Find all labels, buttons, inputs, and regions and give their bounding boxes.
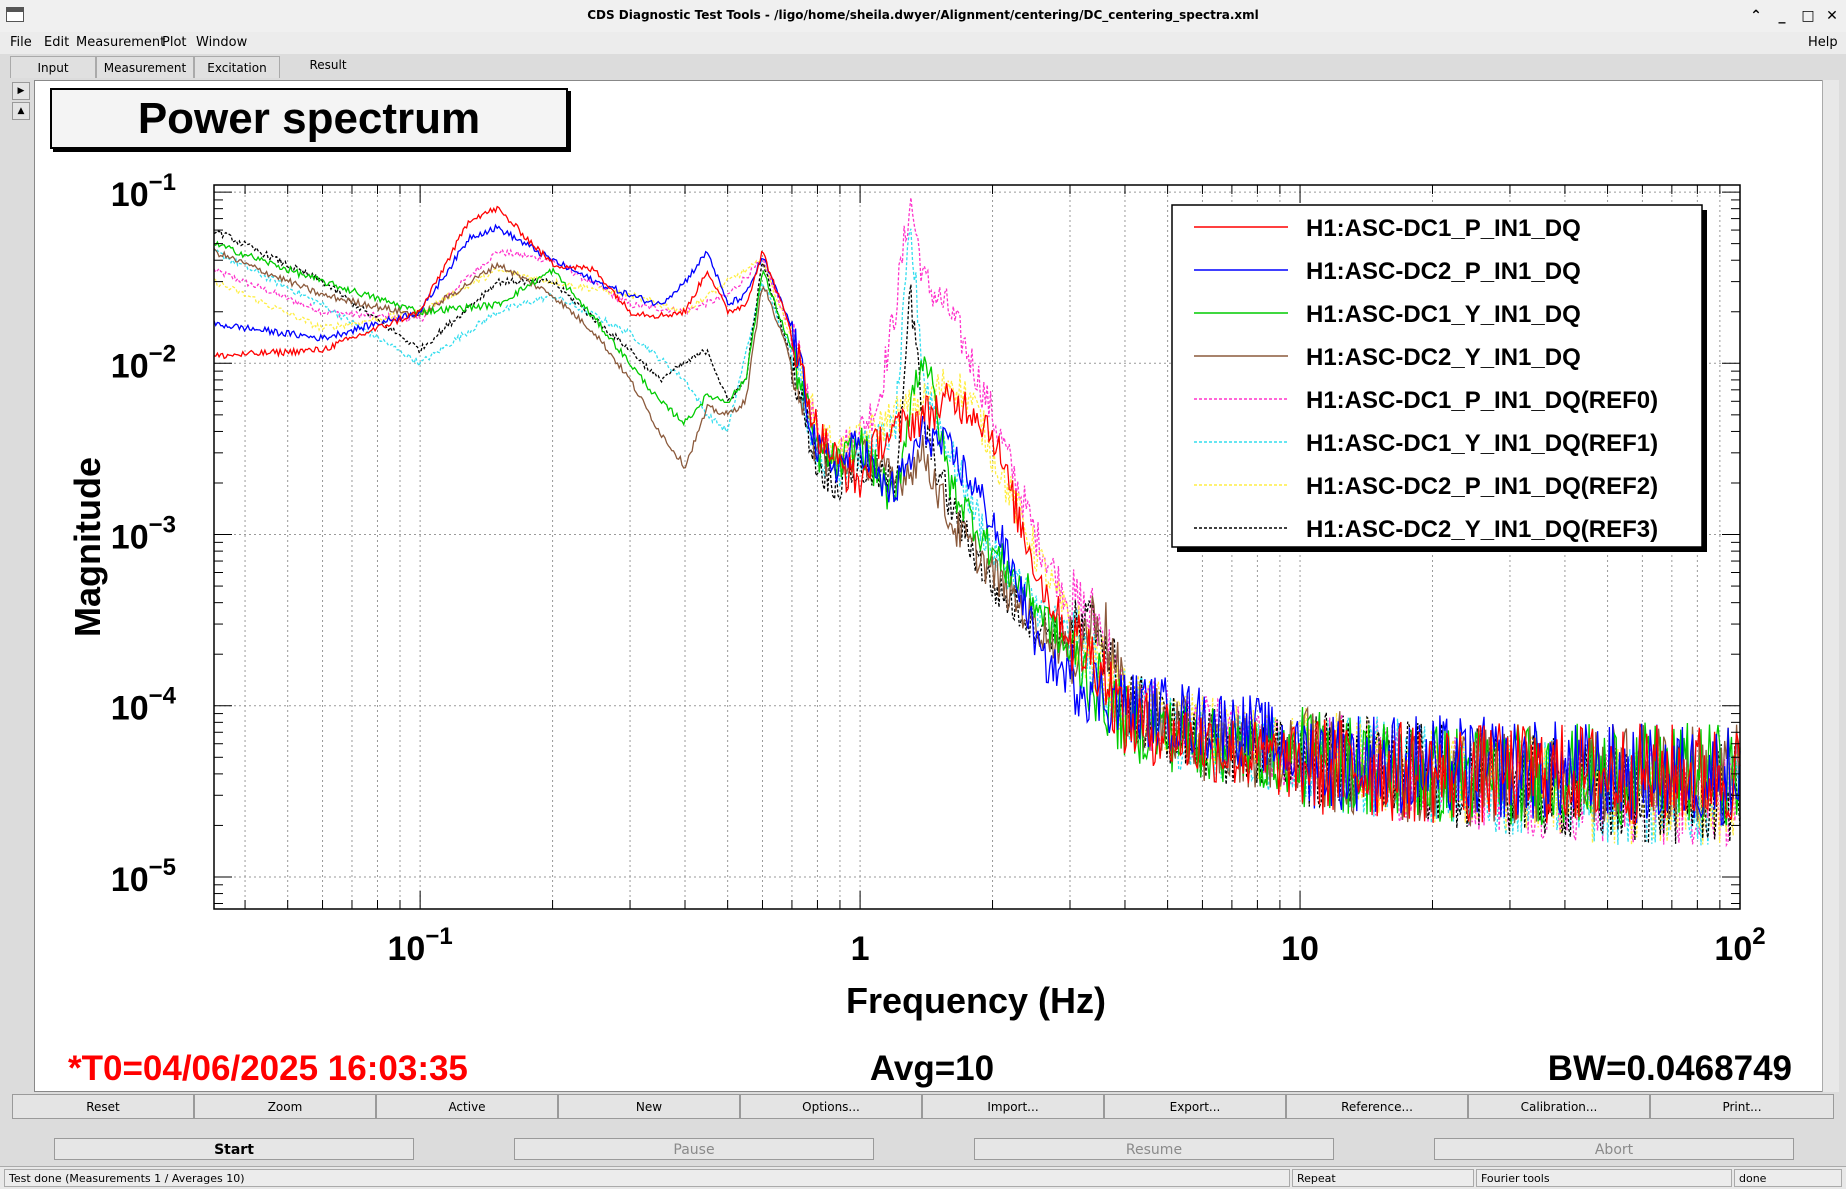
close-button[interactable]: ✕ — [1826, 8, 1838, 24]
menu-bar: File Edit Measurement Plot Window Help — [0, 32, 1846, 54]
menu-edit[interactable]: Edit — [44, 35, 70, 50]
status-message: Test done (Measurements 1 / Averages 10) — [4, 1169, 1290, 1187]
y-tick-label: 10−2 — [111, 340, 176, 385]
x-tick-label: 102 — [1714, 923, 1765, 968]
tab-measurement[interactable]: Measurement — [96, 56, 194, 78]
t0-timestamp: *T0=04/06/2025 16:03:35 — [68, 1049, 468, 1088]
shade-button[interactable]: ⌃ — [1750, 8, 1762, 24]
abort-button[interactable]: Abort — [1434, 1138, 1794, 1160]
series-line-4 — [213, 248, 1741, 828]
series-line-7 — [213, 259, 1741, 845]
tab-excitation[interactable]: Excitation — [194, 56, 280, 78]
active-button[interactable]: Active — [376, 1094, 558, 1119]
bandwidth-readout: BW=0.0468749 — [1548, 1049, 1792, 1088]
y-axis-label: Magnitude — [67, 457, 108, 637]
legend-label: H1:ASC-DC2_P_IN1_DQ(REF2) — [1306, 473, 1658, 500]
y-tick-label: 10−3 — [111, 512, 176, 557]
series-line-8 — [213, 229, 1741, 844]
y-tick-label: 10−1 — [111, 169, 176, 214]
maximize-button[interactable]: □ — [1801, 8, 1815, 24]
legend-label: H1:ASC-DC2_P_IN1_DQ — [1306, 258, 1581, 285]
plot-title: Power spectrum — [50, 88, 568, 149]
legend-label: H1:ASC-DC1_P_IN1_DQ — [1306, 215, 1581, 242]
menu-window[interactable]: Window — [196, 35, 248, 50]
reference-button[interactable]: Reference... — [1286, 1094, 1468, 1119]
tab-input[interactable]: Input — [10, 56, 96, 78]
app-icon — [6, 7, 24, 22]
x-tick-label: 1 — [851, 930, 870, 968]
legend-label: H1:ASC-DC2_Y_IN1_DQ(REF3) — [1306, 516, 1658, 543]
legend-label: H1:ASC-DC1_Y_IN1_DQ(REF1) — [1306, 430, 1658, 457]
legend-box — [1171, 204, 1703, 548]
legend-label: H1:ASC-DC2_Y_IN1_DQ — [1306, 344, 1581, 371]
plot-frame — [213, 184, 1741, 910]
options-button[interactable]: Options... — [740, 1094, 922, 1119]
status-repeat: Repeat — [1292, 1169, 1474, 1187]
pad-scroll-controls: ▶ ▲ — [12, 82, 30, 122]
plot-toolbar: Reset Zoom Active New Options... Import.… — [12, 1094, 1834, 1119]
status-bar: Test done (Measurements 1 / Averages 10)… — [0, 1166, 1846, 1189]
legend-label: H1:ASC-DC1_Y_IN1_DQ — [1306, 301, 1581, 328]
x-tick-label: 10 — [1281, 930, 1319, 968]
start-button[interactable]: Start — [54, 1138, 414, 1160]
menu-measurement[interactable]: Measurement — [76, 35, 166, 50]
minimize-button[interactable]: _ — [1778, 8, 1786, 24]
measurement-controls: Start Pause Resume Abort — [0, 1130, 1846, 1170]
window-title: CDS Diagnostic Test Tools - /ligo/home/s… — [587, 8, 1259, 22]
resume-button[interactable]: Resume — [974, 1138, 1334, 1160]
zoom-button[interactable]: Zoom — [194, 1094, 376, 1119]
vertical-scrollbar[interactable] — [1822, 80, 1839, 1092]
legend-label: H1:ASC-DC1_P_IN1_DQ(REF0) — [1306, 387, 1658, 414]
import-button[interactable]: Import... — [922, 1094, 1104, 1119]
x-axis-label: Frequency (Hz) — [846, 980, 1106, 1021]
scroll-right-button[interactable]: ▶ — [12, 82, 30, 100]
menu-plot[interactable]: Plot — [162, 35, 187, 50]
pause-button[interactable]: Pause — [514, 1138, 874, 1160]
menu-file[interactable]: File — [10, 35, 32, 50]
print-button[interactable]: Print... — [1650, 1094, 1834, 1119]
status-state: done — [1734, 1169, 1842, 1187]
x-tick-label: 10−1 — [388, 923, 453, 968]
menu-help[interactable]: Help — [1808, 35, 1838, 50]
export-button[interactable]: Export... — [1104, 1094, 1286, 1119]
new-button[interactable]: New — [558, 1094, 740, 1119]
series-line-5 — [213, 197, 1741, 848]
tab-result[interactable]: Result — [280, 54, 376, 76]
y-tick-label: 10−4 — [111, 683, 177, 728]
y-tick-label: 10−5 — [111, 854, 176, 899]
averages-readout: Avg=10 — [870, 1049, 994, 1088]
status-tools: Fourier tools — [1476, 1169, 1732, 1187]
reset-button[interactable]: Reset — [12, 1094, 194, 1119]
series-line-1 — [213, 205, 1741, 825]
scroll-up-button[interactable]: ▲ — [12, 102, 30, 120]
calibration-button[interactable]: Calibration... — [1468, 1094, 1650, 1119]
